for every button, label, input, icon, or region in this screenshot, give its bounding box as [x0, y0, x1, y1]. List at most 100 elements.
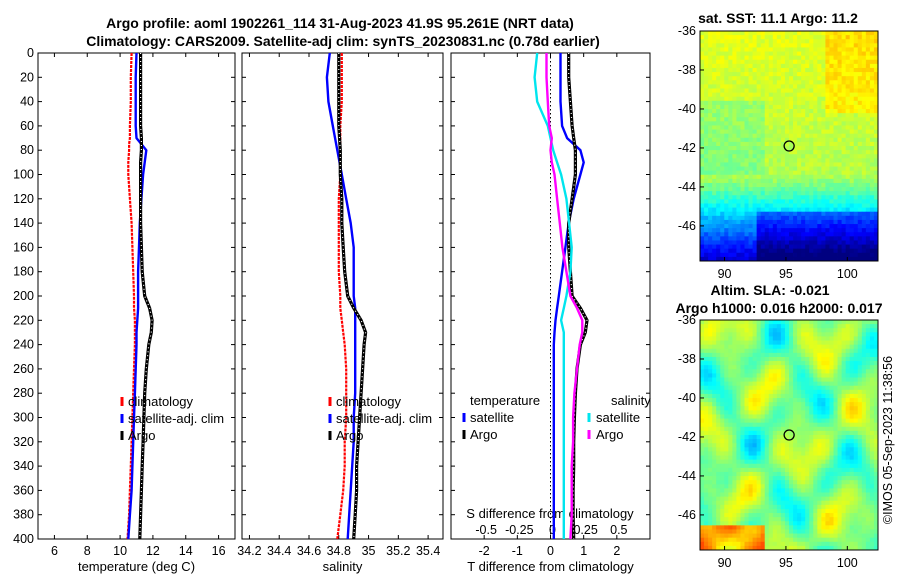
heatmap-cell [825, 187, 830, 192]
heatmap-cell [813, 447, 818, 452]
heatmap-cell [845, 67, 851, 73]
heatmap-cell [837, 236, 842, 241]
heatmap-cell [813, 422, 818, 428]
heatmap-cell [712, 344, 717, 350]
heatmap-cell [825, 426, 830, 432]
heatmap-cell [756, 182, 762, 188]
heatmap-cell [744, 467, 749, 473]
heatmap-cell [801, 228, 806, 233]
heatmap-cell [728, 414, 733, 419]
heatmap-cell [700, 162, 705, 167]
heatmap-cell [821, 35, 826, 40]
heatmap-cell [865, 100, 871, 106]
heatmap-cell [784, 215, 790, 221]
heatmap-cell [793, 324, 798, 329]
heatmap-cell [780, 488, 786, 493]
heatmap-cell [853, 389, 859, 395]
heatmap-cell [724, 410, 729, 415]
heatmap-cell [720, 228, 725, 233]
heatmap-cell [712, 187, 717, 192]
heatmap-cell [869, 504, 875, 510]
heatmap-cell [712, 484, 717, 489]
heatmap-cell [716, 496, 721, 502]
heatmap-cell [708, 480, 713, 485]
heatmap-cell [744, 393, 749, 399]
heatmap-cell [849, 344, 855, 350]
heatmap-cell [724, 320, 729, 325]
heatmap-cell [825, 406, 830, 411]
heatmap-cell [748, 236, 753, 241]
heatmap-cell [845, 51, 851, 57]
heatmap-cell [716, 504, 721, 510]
heatmap-cell [756, 174, 762, 180]
heatmap-cell [756, 324, 762, 329]
heatmap-cell [793, 389, 798, 395]
heatmap-cell [789, 361, 794, 366]
heatmap-cell [801, 146, 806, 151]
heatmap-cell [849, 459, 855, 465]
legend-label: Argo [596, 427, 623, 442]
heatmap-cell [768, 187, 774, 192]
heatmap-cell [736, 35, 741, 40]
heatmap-cell [704, 72, 709, 77]
heatmap-cell [732, 328, 737, 333]
heatmap-cell [724, 332, 729, 337]
heatmap-cell [789, 137, 794, 143]
heatmap-cell [728, 443, 733, 448]
heatmap-cell [760, 203, 766, 209]
heatmap-cell [865, 517, 871, 522]
heatmap-cell [849, 414, 855, 419]
heatmap-cell [797, 35, 802, 40]
heatmap-cell [789, 447, 794, 452]
heatmap-cell [873, 63, 879, 69]
heatmap-cell [708, 104, 713, 110]
heatmap-cell [789, 125, 794, 130]
heatmap-cell [857, 59, 863, 65]
heatmap-cell [833, 121, 838, 126]
heatmap-cell [700, 344, 705, 350]
heatmap-cell [837, 398, 842, 403]
heatmap-cell [740, 117, 745, 122]
heatmap-cell [801, 129, 806, 135]
heatmap-cell [845, 187, 851, 192]
heatmap-cell [752, 504, 758, 510]
heatmap-cell [789, 240, 794, 245]
heatmap-cell [764, 133, 770, 139]
heatmap-cell [716, 240, 721, 245]
heatmap-cell [841, 137, 847, 143]
heatmap-cell [708, 328, 713, 333]
heatmap-cell [708, 471, 713, 477]
heatmap-cell [768, 158, 774, 163]
heatmap-cell [748, 170, 753, 176]
heatmap-cell [768, 146, 774, 151]
heatmap-cell [780, 352, 786, 358]
heatmap-cell [841, 219, 847, 225]
heatmap-cell [700, 471, 705, 477]
heatmap-cell [724, 500, 729, 506]
heatmap-cell [857, 324, 863, 329]
heatmap-cell [748, 508, 753, 514]
heatmap-cell [841, 426, 847, 432]
heatmap-cell [700, 320, 705, 325]
heatmap-cell [724, 324, 729, 329]
heatmap-cell [744, 398, 749, 403]
heatmap-cell [744, 336, 749, 341]
heatmap-cell [813, 352, 818, 358]
heatmap-cell [704, 109, 709, 114]
heatmap-cell [797, 121, 802, 126]
heatmap-cell [789, 348, 794, 354]
heatmap-cell [700, 211, 705, 217]
heatmap-cell [732, 55, 737, 61]
heatmap-cell [768, 352, 774, 358]
heatmap-cell [829, 256, 834, 262]
heatmap-cell [821, 191, 826, 196]
heatmap-cell [772, 100, 778, 106]
heatmap-cell [748, 72, 753, 77]
heatmap-cell [732, 199, 737, 204]
heatmap-cell [833, 72, 838, 77]
heatmap-cell [732, 154, 737, 159]
heatmap-cell [793, 525, 798, 530]
heatmap-cell [821, 340, 826, 346]
heatmap-cell [768, 426, 774, 432]
heatmap-cell [865, 406, 871, 411]
